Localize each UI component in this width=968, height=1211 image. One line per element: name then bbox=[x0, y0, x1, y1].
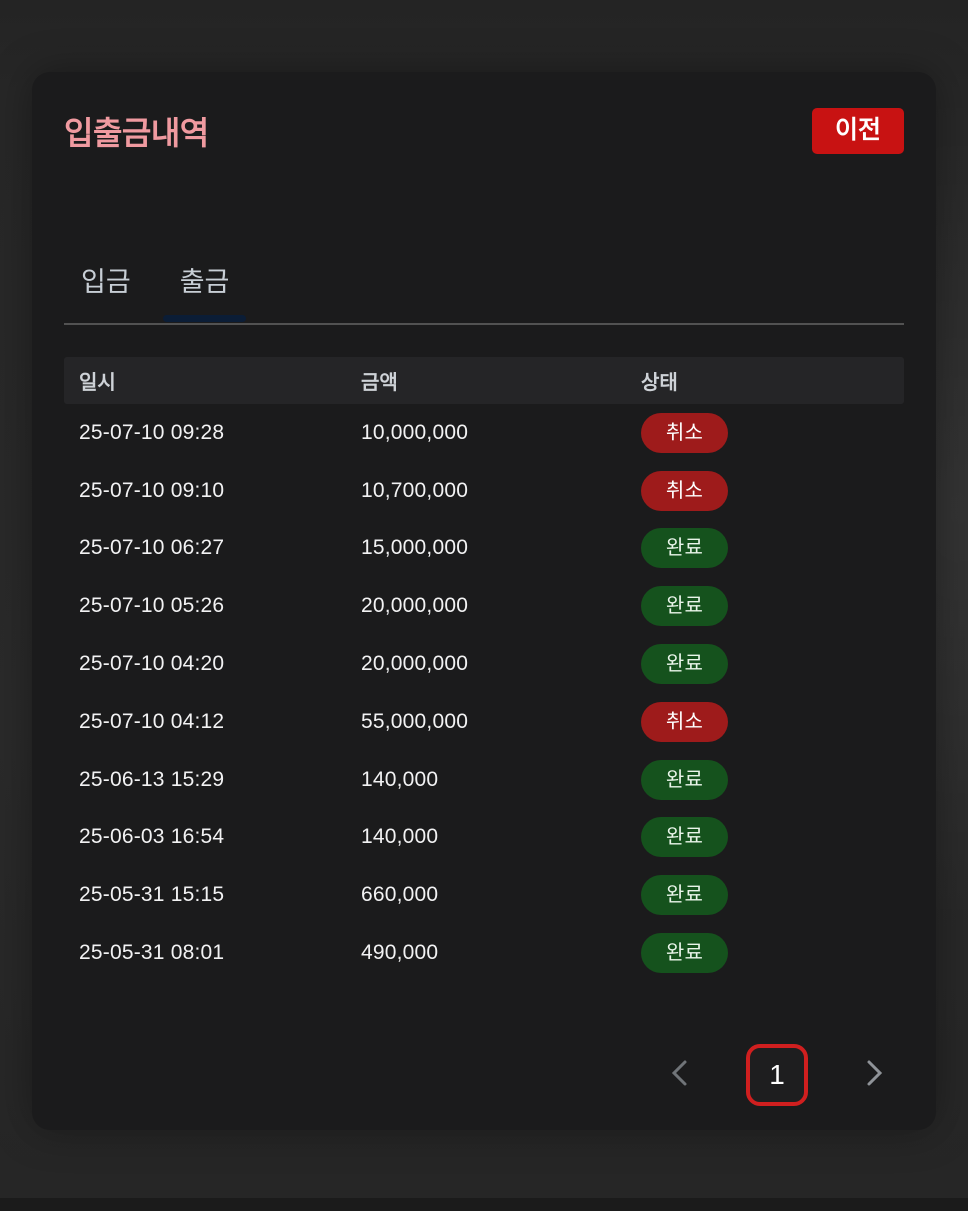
status-badge: 완료 bbox=[641, 528, 728, 569]
row-status: 완료 bbox=[626, 586, 904, 627]
row-status: 취소 bbox=[626, 470, 904, 511]
row-datetime: 25-07-10 06:27 bbox=[79, 536, 225, 560]
row-status: 완료 bbox=[626, 759, 904, 800]
header-status: 상태 bbox=[641, 372, 678, 394]
table-row: 25-05-31 15:15 660,000 완료 bbox=[64, 866, 904, 924]
row-amount: 10,700,000 bbox=[361, 478, 469, 502]
row-datetime: 25-07-10 05:26 bbox=[79, 594, 225, 618]
table-row: 25-07-10 06:27 15,000,000 완료 bbox=[64, 520, 904, 578]
table-row: 25-05-31 08:01 490,000 완료 bbox=[64, 924, 904, 982]
row-status: 완료 bbox=[626, 528, 904, 569]
row-status: 완료 bbox=[626, 817, 904, 858]
tab-bar: 입금 출금 bbox=[64, 254, 904, 325]
transactions-table: 일시 금액 상태 25-07-10 09:28 10,000,000 취소 25… bbox=[64, 357, 904, 982]
status-badge: 취소 bbox=[641, 412, 728, 453]
row-amount: 660,000 bbox=[361, 883, 439, 907]
table-row: 25-06-13 15:29 140,000 완료 bbox=[64, 751, 904, 809]
table-row: 25-07-10 09:28 10,000,000 취소 bbox=[64, 404, 904, 462]
chevron-right-icon bbox=[861, 1058, 887, 1091]
row-amount: 20,000,000 bbox=[361, 652, 469, 676]
header-datetime: 일시 bbox=[79, 372, 116, 394]
pagination-next-button[interactable] bbox=[860, 1059, 888, 1091]
row-status: 취소 bbox=[626, 412, 904, 453]
row-amount: 15,000,000 bbox=[361, 536, 469, 560]
table-body: 25-07-10 09:28 10,000,000 취소 25-07-10 09… bbox=[64, 404, 904, 982]
table-row: 25-07-10 05:26 20,000,000 완료 bbox=[64, 577, 904, 635]
row-datetime: 25-07-10 04:20 bbox=[79, 652, 225, 676]
header-amount: 금액 bbox=[361, 372, 398, 394]
row-amount: 20,000,000 bbox=[361, 594, 469, 618]
chevron-left-icon bbox=[667, 1058, 693, 1091]
row-amount: 490,000 bbox=[361, 941, 439, 965]
back-button[interactable]: 이전 bbox=[811, 108, 904, 154]
status-badge: 완료 bbox=[641, 817, 728, 858]
tab-withdrawal[interactable]: 출금 bbox=[162, 254, 247, 323]
row-datetime: 25-07-10 04:12 bbox=[79, 709, 225, 733]
row-datetime: 25-05-31 15:15 bbox=[79, 883, 225, 907]
panel-header: 입출금내역 이전 bbox=[64, 72, 904, 154]
table-header-row: 일시 금액 상태 bbox=[64, 357, 904, 404]
row-status: 취소 bbox=[626, 701, 904, 742]
status-badge: 취소 bbox=[641, 470, 728, 511]
status-badge: 완료 bbox=[641, 586, 728, 627]
row-amount: 140,000 bbox=[361, 825, 439, 849]
row-datetime: 25-06-03 16:54 bbox=[79, 825, 225, 849]
table-row: 25-07-10 04:20 20,000,000 완료 bbox=[64, 635, 904, 693]
page-title: 입출금내역 bbox=[64, 115, 209, 151]
row-amount: 10,000,000 bbox=[361, 420, 469, 444]
row-amount: 140,000 bbox=[361, 767, 439, 791]
history-panel: 입출금내역 이전 입금 출금 일시 금액 상태 25-07-10 09:28 10… bbox=[32, 72, 936, 1130]
table-row: 25-06-03 16:54 140,000 완료 bbox=[64, 809, 904, 867]
tab-deposit[interactable]: 입금 bbox=[81, 267, 131, 297]
row-status: 완료 bbox=[626, 933, 904, 974]
pagination: 1 bbox=[64, 1043, 904, 1106]
status-badge: 완료 bbox=[641, 933, 728, 974]
pagination-prev-button[interactable] bbox=[666, 1059, 694, 1091]
row-datetime: 25-05-31 08:01 bbox=[79, 941, 225, 965]
table-row: 25-07-10 04:12 55,000,000 취소 bbox=[64, 693, 904, 751]
status-badge: 완료 bbox=[641, 875, 728, 916]
status-badge: 완료 bbox=[641, 759, 728, 800]
table-row: 25-07-10 09:10 10,700,000 취소 bbox=[64, 462, 904, 520]
row-status: 완료 bbox=[626, 644, 904, 685]
row-datetime: 25-06-13 15:29 bbox=[79, 767, 225, 791]
row-datetime: 25-07-10 09:28 bbox=[79, 420, 225, 444]
row-amount: 55,000,000 bbox=[361, 709, 469, 733]
row-status: 완료 bbox=[626, 875, 904, 916]
status-badge: 완료 bbox=[641, 644, 728, 685]
status-badge: 취소 bbox=[641, 701, 728, 742]
current-page-button[interactable]: 1 bbox=[746, 1043, 808, 1106]
bottom-strip bbox=[0, 1198, 968, 1211]
row-datetime: 25-07-10 09:10 bbox=[79, 478, 225, 502]
